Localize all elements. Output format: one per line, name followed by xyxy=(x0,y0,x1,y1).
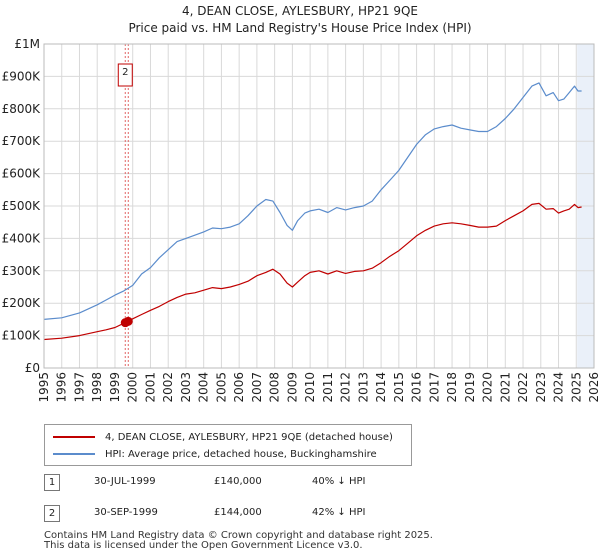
x-tick-label: 2018 xyxy=(445,372,459,403)
sale-hpi-diff: 40% ↓ HPI xyxy=(312,476,366,487)
chart-title: 4, DEAN CLOSE, AYLESBURY, HP21 9QE Price… xyxy=(0,3,600,37)
y-tick-label: £900K xyxy=(2,69,42,83)
x-tick-label: 2022 xyxy=(516,372,530,403)
y-tick-label: £500K xyxy=(2,199,42,213)
y-tick-label: £800K xyxy=(2,102,42,116)
x-tick-label: 1998 xyxy=(90,372,104,403)
legend-swatch-hpi xyxy=(53,453,95,455)
x-tick-label: 2016 xyxy=(410,372,424,403)
title-line-1: 4, DEAN CLOSE, AYLESBURY, HP21 9QE xyxy=(181,4,419,18)
legend-label-property: 4, DEAN CLOSE, AYLESBURY, HP21 9QE (deta… xyxy=(105,431,393,443)
y-axis-ticks: £0 £100K £200K £300K £400K £500K £600K £700K £80… xyxy=(2,37,42,375)
y-tick-label: £200K xyxy=(2,296,42,310)
y-tick-label: £1M xyxy=(14,37,40,51)
x-tick-label: 1995 xyxy=(37,372,51,403)
hpi-line xyxy=(43,82,582,320)
y-tick-label: £700K xyxy=(2,134,42,148)
footer: Contains HM Land Registry data © Crown c… xyxy=(44,531,433,551)
x-tick-label: 2004 xyxy=(197,372,211,403)
sale-price: £140,000 xyxy=(214,476,262,487)
x-tick-label: 2010 xyxy=(303,372,317,403)
x-tick-label: 1999 xyxy=(108,372,122,403)
title-line-2: Price paid vs. HM Land Registry's House … xyxy=(128,21,472,35)
x-axis-ticks: 1995 1996 1997 1998 1999 2000 2001 2002 2003 2004… xyxy=(37,372,600,403)
legend-item-property: 4, DEAN CLOSE, AYLESBURY, HP21 9QE (deta… xyxy=(53,430,393,444)
x-tick-label: 2019 xyxy=(463,372,477,403)
x-tick-label: 2007 xyxy=(250,372,264,403)
legend-swatch-property xyxy=(53,436,95,438)
x-tick-label: 2023 xyxy=(534,372,548,403)
x-tick-label: 2021 xyxy=(498,372,512,403)
x-tick-label: 2000 xyxy=(126,372,140,403)
x-tick-label: 2013 xyxy=(356,372,370,403)
x-tick-label: 2009 xyxy=(285,372,299,403)
sale-marker-box xyxy=(117,63,133,87)
x-tick-label: 2024 xyxy=(552,372,566,403)
x-tick-label: 2001 xyxy=(143,372,157,403)
x-tick-label: 2003 xyxy=(179,372,193,403)
x-tick-label: 2015 xyxy=(392,372,406,403)
x-tick-label: 1997 xyxy=(72,372,86,403)
x-tick-label: 2020 xyxy=(481,372,495,403)
plot-area xyxy=(43,43,595,369)
legend: 4, DEAN CLOSE, AYLESBURY, HP21 9QE (deta… xyxy=(44,424,412,466)
x-tick-label: 2017 xyxy=(427,372,441,403)
x-tick-label: 2008 xyxy=(268,372,282,403)
x-tick-label: 1996 xyxy=(55,372,69,403)
y-tick-label: £300K xyxy=(2,264,42,278)
sale-number-badge: 1 xyxy=(44,474,60,491)
sale-hpi-diff: 42% ↓ HPI xyxy=(312,507,366,518)
y-tick-label: £400K xyxy=(2,231,42,245)
x-tick-label: 2002 xyxy=(161,372,175,403)
property-price-line xyxy=(43,202,582,341)
x-tick-label: 2005 xyxy=(214,372,228,403)
x-tick-label: 2011 xyxy=(321,372,335,403)
y-tick-label: £0 xyxy=(25,361,40,375)
y-tick-label: £100K xyxy=(2,329,42,343)
sale-point xyxy=(123,316,133,326)
sale-number-badge: 2 xyxy=(44,505,60,522)
legend-label-hpi: HPI: Average price, detached house, Buck… xyxy=(105,448,377,460)
sale-points xyxy=(120,316,133,328)
price-chart: 2 £0£100K£200K£300K£400K£500K£600K£700K£… xyxy=(2,37,600,403)
x-tick-label: 2014 xyxy=(374,372,388,403)
series-lines xyxy=(43,82,582,341)
sale-markers: 2 xyxy=(117,44,133,368)
footer-copyright: Contains HM Land Registry data © Crown c… xyxy=(44,530,433,541)
x-tick-label: 2026 xyxy=(587,372,600,403)
sale-date: 30-SEP-1999 xyxy=(94,507,158,518)
legend-item-hpi: HPI: Average price, detached house, Buck… xyxy=(53,447,377,461)
sale-marker-label: 2 xyxy=(122,67,128,78)
sale-price: £144,000 xyxy=(214,507,262,518)
x-tick-label: 2025 xyxy=(569,372,583,403)
y-tick-label: £600K xyxy=(2,167,42,181)
sale-date: 30-JUL-1999 xyxy=(94,476,156,487)
footer-licence: This data is licensed under the Open Gov… xyxy=(44,540,363,551)
x-tick-label: 2006 xyxy=(232,372,246,403)
x-tick-label: 2012 xyxy=(339,372,353,403)
